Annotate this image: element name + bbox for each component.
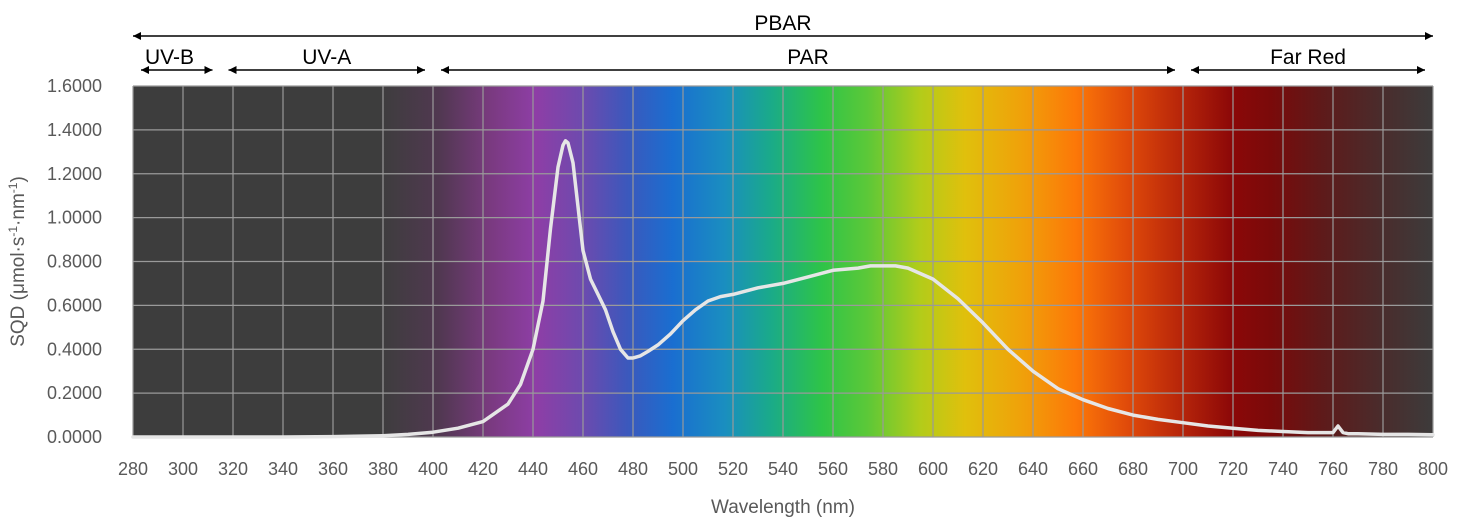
y-tick-label: 0.4000 xyxy=(47,339,102,359)
x-tick-label: 420 xyxy=(468,459,498,479)
x-axis-ticks: 280 300 320 340 360 380 400 420 440 460 480 500 520 5… xyxy=(118,459,1448,479)
y-tick-label: 1.0000 xyxy=(47,208,102,228)
y-tick-label: 1.2000 xyxy=(47,164,102,184)
x-tick-label: 700 xyxy=(1168,459,1198,479)
x-tick-label: 640 xyxy=(1018,459,1048,479)
x-tick-label: 480 xyxy=(618,459,648,479)
band-label: UV-A xyxy=(302,46,351,69)
band-label: UV-B xyxy=(145,46,194,69)
x-tick-label: 400 xyxy=(418,459,448,479)
grid-lines xyxy=(132,85,1434,438)
y-tick-label: 1.6000 xyxy=(47,76,102,96)
x-tick-label: 360 xyxy=(318,459,348,479)
x-tick-label: 500 xyxy=(668,459,698,479)
y-axis-title: SQD (μmol·s-1·nm-1) xyxy=(6,176,29,347)
x-tick-label: 740 xyxy=(1268,459,1298,479)
x-tick-label: 540 xyxy=(768,459,798,479)
y-tick-label: 0.8000 xyxy=(47,252,102,272)
x-tick-label: 580 xyxy=(868,459,898,479)
x-tick-label: 320 xyxy=(218,459,248,479)
x-tick-label: 760 xyxy=(1318,459,1348,479)
x-tick-label: 440 xyxy=(518,459,548,479)
x-axis-title: Wavelength (nm) xyxy=(711,497,855,518)
spectral-band-annotations: PBAR UV-B UV-A PAR Far Red xyxy=(133,12,1433,74)
x-tick-label: 380 xyxy=(368,459,398,479)
y-tick-label: 0.2000 xyxy=(47,383,102,403)
x-tick-label: 720 xyxy=(1218,459,1248,479)
x-tick-label: 460 xyxy=(568,459,598,479)
x-tick-label: 660 xyxy=(1068,459,1098,479)
y-axis-title-mid: ·nm xyxy=(8,193,29,226)
x-tick-label: 280 xyxy=(118,459,148,479)
x-tick-label: 620 xyxy=(968,459,998,479)
y-axis-ticks: 0.0000 0.2000 0.4000 0.6000 0.8000 1.0000 1.20… xyxy=(47,76,102,447)
band-label: PBAR xyxy=(754,12,811,35)
x-tick-label: 600 xyxy=(918,459,948,479)
x-tick-label: 680 xyxy=(1118,459,1148,479)
band-label: Far Red xyxy=(1270,46,1346,69)
x-tick-label: 560 xyxy=(818,459,848,479)
y-axis-title-sup-2: -1 xyxy=(6,182,20,193)
band-label: PAR xyxy=(787,46,829,69)
x-tick-label: 520 xyxy=(718,459,748,479)
y-axis-title-end: ) xyxy=(8,176,29,182)
x-tick-label: 300 xyxy=(168,459,198,479)
y-axis-title-main: SQD (μmol·s xyxy=(8,237,29,347)
x-tick-label: 340 xyxy=(268,459,298,479)
x-tick-label: 800 xyxy=(1418,459,1448,479)
spectrum-series-line xyxy=(131,139,1435,439)
y-tick-label: 0.6000 xyxy=(47,295,102,315)
y-tick-label: 1.4000 xyxy=(47,120,102,140)
x-tick-label: 780 xyxy=(1368,459,1398,479)
y-axis-title-sup-1: -1 xyxy=(6,226,20,237)
y-tick-label: 0.0000 xyxy=(47,427,102,447)
